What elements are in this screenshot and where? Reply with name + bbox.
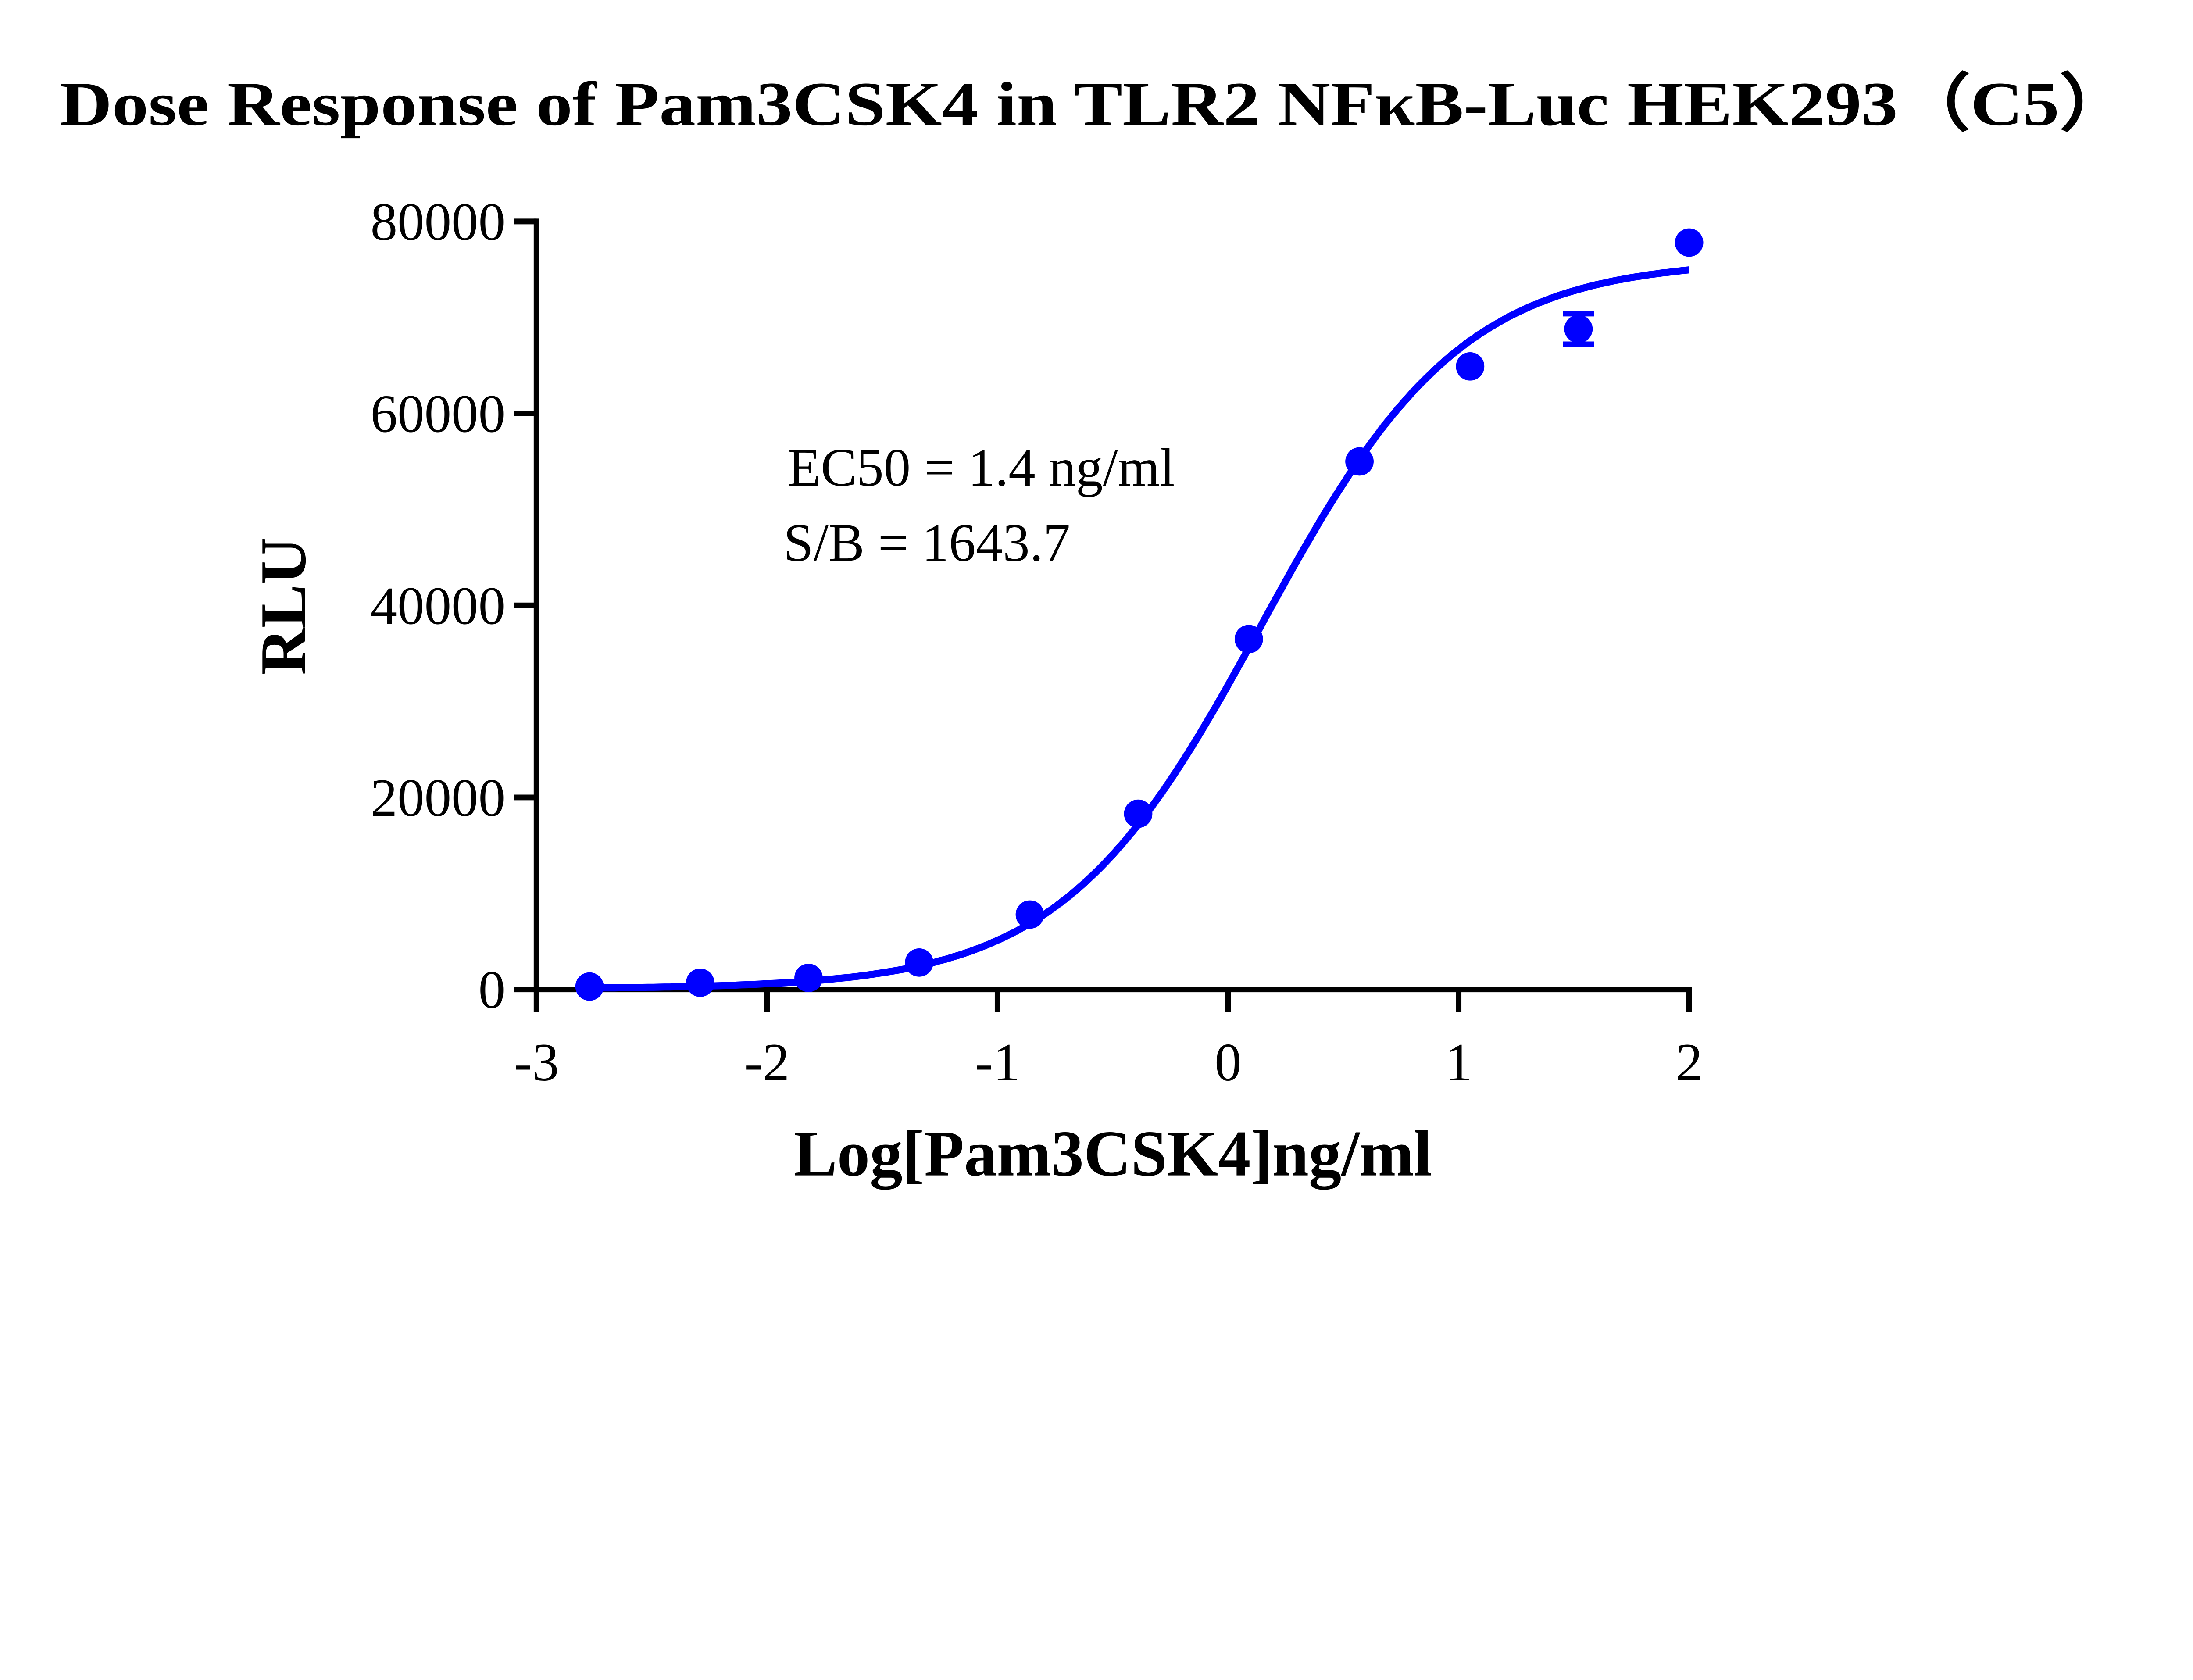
ticks: -3 -2 -1 0 1 2 0 20000 40000 60000 80000 — [371, 192, 1703, 1092]
data-point — [1456, 352, 1485, 381]
y-tick-label: 0 — [479, 960, 505, 1020]
dose-response-chart: Dose Response of Pam3CSK4 in TLR2 NFκB-L… — [60, 69, 2132, 1190]
data-point — [575, 972, 604, 1001]
x-tick-label: -1 — [975, 1032, 1020, 1092]
ec50-annotation: EC50 = 1.4 ng/ml — [788, 437, 1175, 497]
x-tick-label: -2 — [745, 1032, 789, 1092]
chart-title: Dose Response of Pam3CSK4 in TLR2 NFκB-L… — [60, 69, 2132, 139]
sb-annotation: S/B = 1643.7 — [783, 512, 1070, 572]
axes — [533, 218, 1692, 993]
data-point — [1564, 315, 1593, 343]
x-tick-label: 2 — [1675, 1032, 1702, 1092]
data-point — [1345, 447, 1374, 476]
data-point — [686, 968, 714, 997]
y-tick-label: 60000 — [371, 384, 505, 444]
data-point — [794, 964, 823, 992]
data-points — [575, 228, 1704, 1001]
x-tick-label: 0 — [1214, 1032, 1241, 1092]
x-axis-label: Log[Pam3CSK4]ng/ml — [793, 1118, 1432, 1190]
y-tick-label: 20000 — [371, 768, 505, 828]
data-point — [1124, 799, 1153, 828]
y-tick-label: 80000 — [371, 192, 505, 252]
data-point — [905, 948, 934, 977]
x-tick-label: 1 — [1445, 1032, 1472, 1092]
data-point — [1675, 228, 1704, 257]
data-point — [1234, 625, 1263, 654]
x-tick-label: -3 — [514, 1032, 559, 1092]
fit-curve — [587, 266, 1689, 992]
data-point — [1015, 900, 1044, 929]
y-axis-label: RLU — [247, 537, 320, 675]
y-tick-label: 40000 — [371, 575, 505, 636]
